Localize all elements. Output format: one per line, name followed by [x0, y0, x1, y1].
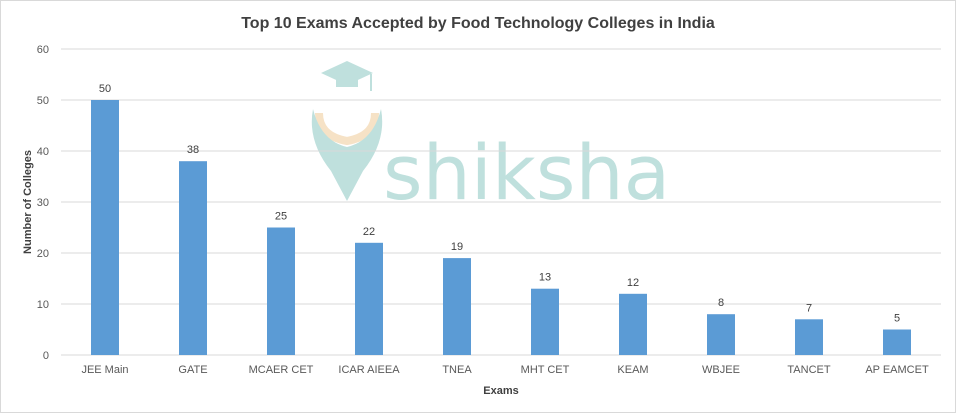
bar — [267, 227, 295, 355]
x-axis-title: Exams — [483, 385, 518, 397]
x-tick-label: JEE Main — [81, 364, 128, 376]
y-axis-ticks: 0 10 20 30 40 50 60 — [37, 44, 49, 362]
graduation-cap-icon — [321, 61, 373, 91]
x-tick-label: WBJEE — [702, 364, 740, 376]
y-tick-label: 60 — [37, 44, 49, 56]
bar — [795, 319, 823, 355]
bar — [707, 314, 735, 355]
watermark-drop-shape — [311, 109, 383, 201]
data-label: 19 — [451, 241, 463, 253]
data-label: 5 — [894, 313, 900, 325]
x-tick-label: TNEA — [442, 364, 472, 376]
gridlines — [61, 48, 941, 356]
y-tick-label: 10 — [37, 299, 49, 311]
bar — [443, 258, 471, 355]
data-label: 7 — [806, 302, 812, 314]
bars — [91, 100, 911, 355]
bar — [883, 329, 911, 355]
x-axis-ticks: JEE Main GATE MCAER CET ICAR AIEEA TNEA MHT C… — [81, 364, 929, 376]
x-tick-label: KEAM — [617, 364, 648, 376]
y-tick-label: 20 — [37, 248, 49, 260]
data-label: 22 — [363, 226, 375, 238]
y-tick-label: 0 — [43, 350, 49, 362]
data-label: 13 — [539, 272, 551, 284]
y-tick-label: 40 — [37, 146, 49, 158]
y-tick-label: 50 — [37, 95, 49, 107]
y-tick-label: 30 — [37, 197, 49, 209]
data-labels: 50 38 25 22 19 13 12 8 7 5 — [99, 83, 900, 325]
y-axis-title: Number of Colleges — [22, 150, 34, 254]
shiksha-watermark: shiksha — [311, 61, 670, 217]
chart-title: Top 10 Exams Accepted by Food Technology… — [241, 15, 715, 32]
bar — [355, 242, 383, 355]
data-label: 12 — [627, 277, 639, 289]
watermark-smile-arc — [315, 112, 379, 146]
bar — [531, 288, 559, 355]
x-tick-label: TANCET — [787, 364, 830, 376]
bar — [179, 161, 207, 355]
bar — [91, 100, 119, 355]
data-label: 8 — [718, 297, 724, 309]
watermark-text: shiksha — [383, 128, 670, 217]
bar — [619, 293, 647, 355]
data-label: 25 — [275, 211, 287, 223]
data-label: 38 — [187, 144, 199, 156]
x-tick-label: MHT CET — [521, 364, 570, 376]
x-tick-label: MCAER CET — [249, 364, 314, 376]
x-tick-label: AP EAMCET — [865, 364, 929, 376]
x-tick-label: ICAR AIEEA — [338, 364, 400, 376]
data-label: 50 — [99, 83, 111, 95]
x-tick-label: GATE — [178, 364, 207, 376]
